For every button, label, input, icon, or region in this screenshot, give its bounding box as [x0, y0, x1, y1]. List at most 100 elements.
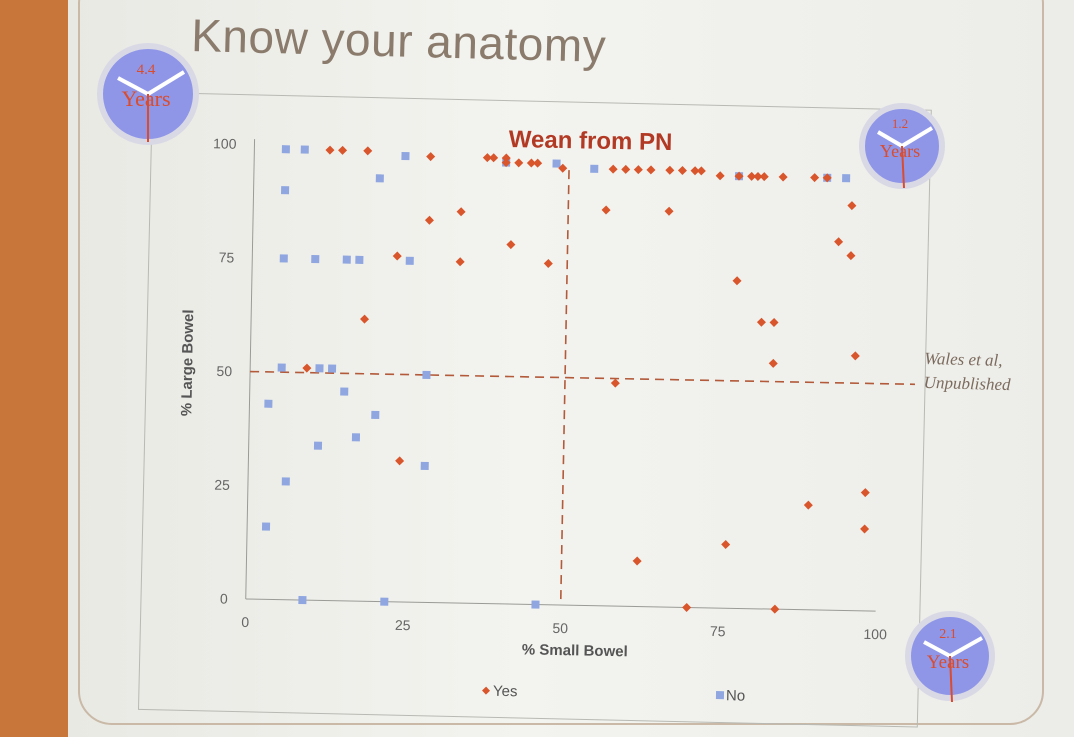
legend-no-marker	[715, 691, 725, 700]
reference-line-vertical	[559, 170, 570, 606]
point-yes	[768, 358, 778, 368]
x-tick-label: 25	[395, 617, 411, 633]
x-tick-label: 50	[552, 620, 568, 636]
point-yes	[455, 257, 465, 267]
slide-frame	[78, 0, 1044, 725]
point-yes	[424, 215, 434, 225]
y-tick-label: 0	[220, 591, 228, 607]
point-yes	[338, 145, 348, 155]
point-yes	[395, 456, 405, 466]
point-no	[531, 600, 540, 609]
clock-value: 1.2	[892, 116, 908, 131]
point-yes	[489, 153, 499, 163]
point-no	[375, 174, 384, 183]
point-yes	[501, 158, 511, 168]
point-yes	[665, 165, 675, 175]
clock-badge-2-1: 2.1 Years	[905, 611, 995, 703]
point-yes	[677, 166, 687, 176]
point-no	[371, 410, 380, 419]
point-yes	[690, 166, 700, 176]
point-yes	[506, 240, 516, 250]
point-yes	[770, 604, 780, 614]
point-no	[342, 255, 351, 264]
x-tick-label: 0	[241, 614, 249, 630]
point-yes	[608, 164, 618, 174]
point-yes	[753, 172, 763, 182]
reference-line-horizontal	[250, 370, 915, 386]
point-yes	[633, 165, 643, 175]
point-yes	[850, 351, 860, 361]
point-yes	[682, 602, 692, 612]
clock-value: 2.1	[939, 627, 957, 642]
point-yes	[822, 173, 832, 183]
clock-hand-icon	[923, 640, 951, 658]
clock-unit: Years	[927, 652, 969, 673]
chart-plot-group: Wean from PN 0 25 50 75 100 0 25 50 75 100 % Sma…	[178, 126, 915, 705]
point-no	[355, 255, 364, 264]
point-no	[261, 522, 271, 531]
point-yes	[860, 488, 870, 498]
x-axis-label: % Small Bowel	[522, 641, 628, 660]
y-tick-label: 50	[216, 363, 232, 379]
point-yes	[646, 165, 656, 175]
series-no-points	[261, 145, 851, 609]
point-yes	[363, 146, 373, 156]
clock-hand-icon	[949, 636, 983, 658]
citation: Wales et al, Unpublished	[923, 347, 1011, 397]
point-no	[300, 145, 309, 154]
legend-no-label: No	[726, 687, 746, 704]
clock-unit: Years	[121, 86, 170, 111]
point-no	[590, 164, 599, 173]
point-no	[420, 461, 429, 470]
point-no	[264, 399, 273, 408]
clock-pendulum-icon	[949, 655, 953, 703]
point-yes	[558, 163, 568, 173]
point-yes	[664, 206, 674, 216]
point-yes	[533, 158, 543, 168]
clock-value: 4.4	[137, 62, 156, 78]
point-yes	[803, 500, 813, 510]
legend-yes-label: Yes	[493, 683, 518, 700]
y-axis-line	[245, 139, 256, 600]
point-no	[279, 254, 288, 263]
point-no	[328, 364, 337, 373]
clock-hand-icon	[146, 70, 186, 96]
point-no	[340, 387, 349, 396]
point-yes	[514, 158, 524, 168]
point-no	[380, 597, 389, 606]
point-yes	[715, 171, 725, 181]
legend: Yes No	[482, 683, 745, 705]
point-yes	[601, 205, 611, 215]
point-no	[281, 477, 290, 486]
clock-hand-icon	[900, 126, 934, 148]
x-tick-label: 75	[710, 623, 726, 639]
x-tick-label: 100	[863, 626, 887, 642]
point-yes	[846, 251, 856, 261]
clock-badge-1-2: 1.2 Years	[859, 103, 945, 189]
y-tick-label: 25	[214, 477, 230, 493]
point-yes	[456, 207, 466, 217]
point-yes	[621, 164, 631, 174]
point-no	[298, 596, 307, 605]
point-no	[281, 145, 290, 154]
point-yes	[769, 317, 779, 327]
clock-unit: Years	[880, 141, 920, 161]
point-yes	[747, 171, 757, 181]
chart-title: Wean from PN	[509, 126, 673, 156]
point-yes	[526, 158, 536, 168]
point-yes	[734, 171, 744, 181]
point-yes	[696, 166, 706, 176]
point-yes	[810, 173, 820, 183]
point-no	[552, 159, 561, 168]
point-yes	[834, 237, 844, 247]
point-yes	[392, 251, 402, 261]
y-tick-labels: 0 25 50 75 100	[213, 135, 237, 607]
point-yes	[610, 378, 620, 388]
point-no	[842, 174, 851, 183]
legend-yes-marker	[482, 686, 491, 695]
clock-hand-icon	[876, 130, 904, 148]
point-no	[315, 364, 324, 373]
point-yes	[482, 153, 492, 163]
x-axis-line	[245, 598, 876, 612]
